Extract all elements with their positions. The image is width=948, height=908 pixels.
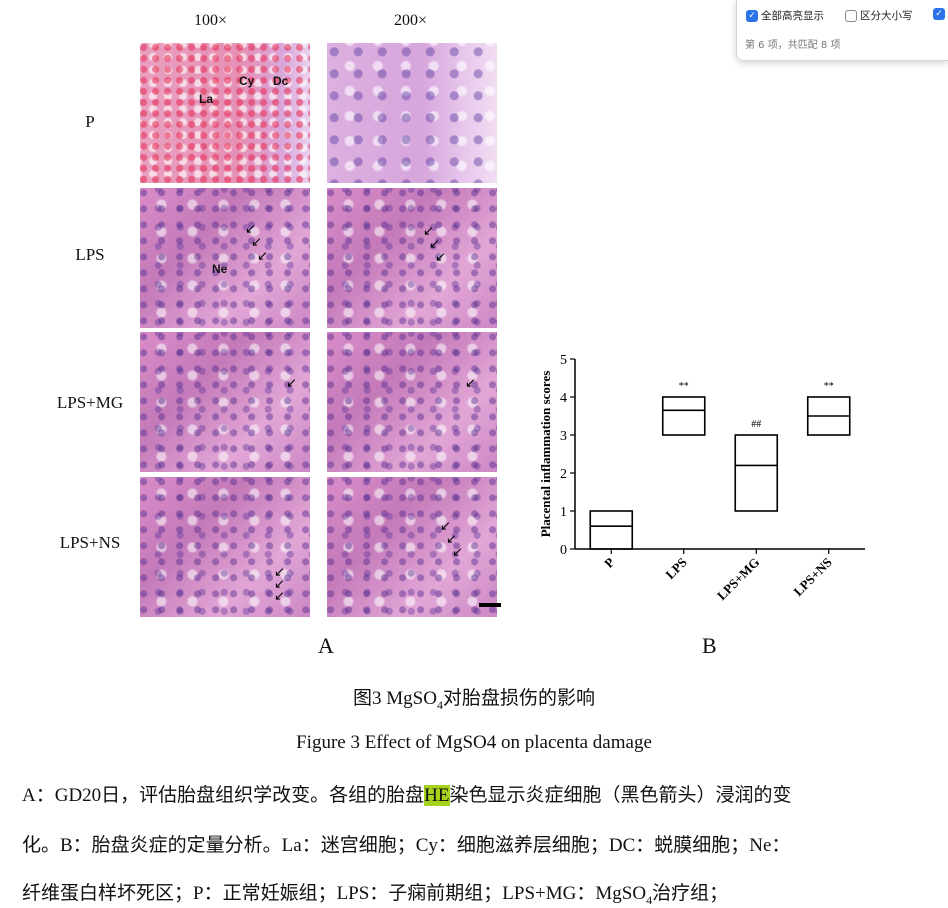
highlight-all-label: 全部高亮显示 xyxy=(761,8,824,23)
box xyxy=(590,511,632,549)
arrow-icon: ↙ xyxy=(286,377,297,390)
figure-caption-cn: 图3 MgSO4对胎盘损伤的影响 xyxy=(0,683,948,713)
x-tick-label: P xyxy=(601,554,617,570)
x-tick-label: LPS+NS xyxy=(790,555,834,599)
body-line-3: 纤维蛋白样坏死区；P：正常妊娠组；LPS：子痫前期组；LPS+MG：MgSO4治… xyxy=(22,878,728,908)
body-line-3-post: 治疗组； xyxy=(652,883,728,904)
caption-cn-suffix: 对胎盘损伤的影响 xyxy=(443,688,595,709)
histology-image-lps-ns-200x xyxy=(327,477,497,617)
search-highlight: HE xyxy=(424,785,449,806)
body-line-1-post: 染色显示炎症细胞（黑色箭头）浸润的变 xyxy=(450,785,792,806)
label-dc: Dc xyxy=(273,74,288,88)
label-ne: Ne xyxy=(212,262,227,276)
scale-bar xyxy=(479,603,501,607)
x-tick-label: LPS xyxy=(662,555,689,582)
histology-image-lps-200x xyxy=(327,188,497,328)
label-cy: Cy xyxy=(239,74,254,88)
body-line-3-pre: 纤维蛋白样坏死区；P：正常妊娠组；LPS：子痫前期组；LPS+MG：MgSO xyxy=(22,883,646,904)
highlight-all-checkbox[interactable]: ✓ xyxy=(746,10,758,22)
arrow-icon: ↙ xyxy=(452,546,463,559)
x-tick-label: LPS+MG xyxy=(714,555,763,604)
histology-image-p-100x xyxy=(140,43,310,183)
match-case-option[interactable]: 区分大小写 xyxy=(845,8,913,23)
find-status: 第 6 项，共匹配 8 项 xyxy=(745,36,840,51)
caption-cn-prefix: 图3 MgSO xyxy=(353,688,437,709)
figure-caption-en: Figure 3 Effect of MgSO4 on placenta dam… xyxy=(0,732,948,754)
histology-image-p-200x xyxy=(327,43,497,183)
highlight-all-option[interactable]: ✓ 全部高亮显示 xyxy=(746,8,824,23)
label-la: La xyxy=(199,92,213,106)
column-header-100x: 100× xyxy=(194,12,227,30)
body-line-1: A：GD20日，评估胎盘组织学改变。各组的胎盘HE染色显示炎症细胞（黑色箭头）浸… xyxy=(22,780,792,807)
y-tick-label: 0 xyxy=(560,543,567,558)
histology-image-lps-mg-200x xyxy=(327,332,497,472)
column-header-200x: 200× xyxy=(394,12,427,30)
arrow-icon: ↙ xyxy=(274,590,285,603)
y-tick-label: 4 xyxy=(560,391,567,406)
body-line-2: 化。B：胎盘炎症的定量分析。La：迷宫细胞；Cy：细胞滋养层细胞；DC：蜕膜细胞… xyxy=(22,830,790,857)
arrow-icon: ↙ xyxy=(465,377,476,390)
histology-image-lps-100x xyxy=(140,188,310,328)
arrow-icon: ↙ xyxy=(435,251,446,264)
match-case-label: 区分大小写 xyxy=(860,8,913,23)
histology-image-lps-mg-100x xyxy=(140,332,310,472)
box xyxy=(735,435,777,511)
y-tick-label: 5 xyxy=(560,353,567,368)
panel-label-a: A xyxy=(318,633,334,659)
extra-option[interactable]: ✓ xyxy=(933,8,945,20)
y-axis-label: Placental inflammation scores xyxy=(538,371,553,538)
y-tick-label: 2 xyxy=(560,467,567,482)
match-case-checkbox[interactable] xyxy=(845,10,857,22)
arrow-icon: ↙ xyxy=(251,236,262,249)
body-line-1-pre: A：GD20日，评估胎盘组织学改变。各组的胎盘 xyxy=(22,785,424,806)
y-tick-label: 1 xyxy=(560,505,567,520)
y-tick-label: 3 xyxy=(560,429,567,444)
significance-label: ## xyxy=(751,419,761,430)
arrow-icon: ↙ xyxy=(257,250,268,263)
inflammation-score-chart: 0 1 2 3 4 5 Placental inflammation scores P ** LP… xyxy=(530,345,870,625)
extra-option-checkbox[interactable]: ✓ xyxy=(933,8,945,20)
box xyxy=(663,397,705,435)
significance-label: ** xyxy=(824,381,834,392)
panel-label-b: B xyxy=(702,633,717,659)
find-bar: ✓ 全部高亮显示 区分大小写 ✓ 第 6 项，共匹配 8 项 xyxy=(736,0,948,61)
significance-label: ** xyxy=(679,381,689,392)
